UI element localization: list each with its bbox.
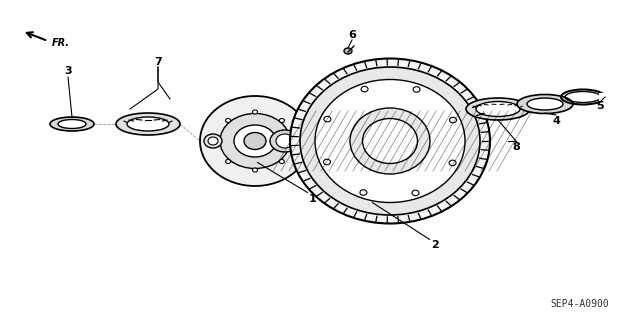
Ellipse shape (449, 160, 456, 166)
Ellipse shape (449, 117, 456, 123)
Ellipse shape (527, 98, 563, 110)
Ellipse shape (116, 113, 180, 135)
Ellipse shape (466, 98, 530, 120)
Ellipse shape (290, 58, 490, 224)
Ellipse shape (362, 118, 417, 164)
Ellipse shape (323, 159, 330, 165)
Text: 4: 4 (552, 116, 560, 126)
Ellipse shape (127, 117, 169, 131)
Ellipse shape (208, 137, 218, 145)
Ellipse shape (200, 96, 310, 186)
Text: FR.: FR. (52, 38, 70, 48)
Ellipse shape (291, 139, 296, 143)
Ellipse shape (315, 79, 465, 203)
Ellipse shape (58, 120, 86, 129)
Ellipse shape (280, 118, 284, 122)
Text: 8: 8 (512, 142, 520, 152)
Ellipse shape (50, 117, 94, 131)
Ellipse shape (344, 48, 352, 54)
Ellipse shape (280, 160, 284, 164)
Ellipse shape (234, 125, 276, 157)
Ellipse shape (350, 108, 430, 174)
Ellipse shape (476, 101, 520, 116)
Ellipse shape (324, 116, 331, 122)
Ellipse shape (253, 110, 257, 114)
Text: 5: 5 (596, 101, 604, 111)
Ellipse shape (220, 114, 290, 168)
Ellipse shape (214, 139, 220, 143)
Ellipse shape (226, 118, 230, 122)
Text: 7: 7 (154, 57, 162, 67)
Ellipse shape (360, 190, 367, 195)
Text: 6: 6 (348, 30, 356, 40)
Ellipse shape (276, 134, 294, 148)
Text: 1: 1 (309, 194, 317, 204)
Text: SEP4-A0900: SEP4-A0900 (550, 299, 609, 309)
Ellipse shape (412, 190, 419, 196)
Ellipse shape (517, 94, 573, 114)
Ellipse shape (270, 130, 300, 152)
Ellipse shape (253, 168, 257, 172)
Text: 2: 2 (431, 240, 439, 250)
Text: 3: 3 (64, 66, 72, 76)
Ellipse shape (226, 160, 230, 164)
Ellipse shape (300, 67, 480, 215)
Ellipse shape (244, 132, 266, 150)
Ellipse shape (413, 87, 420, 92)
FancyBboxPatch shape (599, 93, 607, 101)
Ellipse shape (204, 134, 222, 148)
Ellipse shape (361, 86, 368, 92)
